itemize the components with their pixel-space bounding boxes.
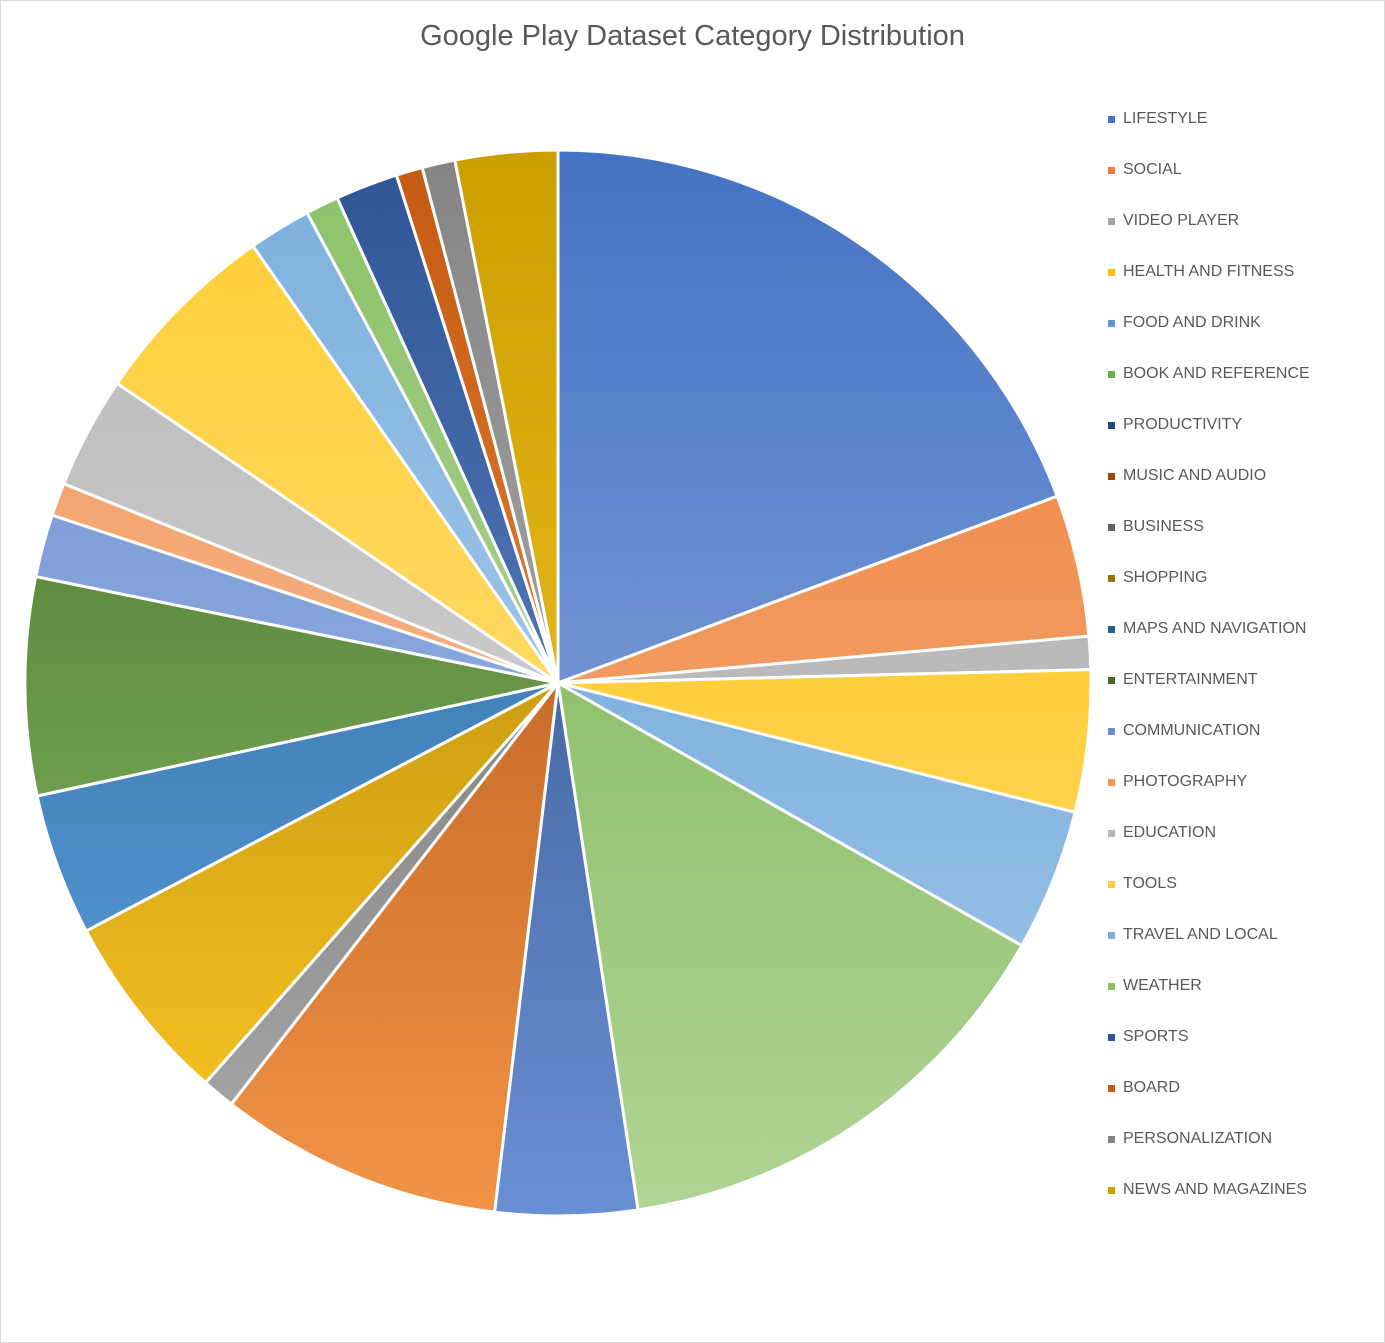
legend-swatch xyxy=(1108,218,1115,225)
legend-label: FOOD AND DRINK xyxy=(1123,314,1261,331)
legend-item: BOOK AND REFERENCE xyxy=(1108,363,1378,414)
legend-label: BUSINESS xyxy=(1123,518,1204,535)
pie-chart xyxy=(23,148,1093,1218)
legend-item: MUSIC AND AUDIO xyxy=(1108,465,1378,516)
legend-label: TOOLS xyxy=(1123,875,1177,892)
pie-slice-shopping xyxy=(84,681,560,1085)
legend-item: ENTERTAINMENT xyxy=(1108,669,1378,720)
legend-label: PERSONALIZATION xyxy=(1123,1130,1273,1147)
legend-swatch xyxy=(1108,524,1115,531)
legend-label: MAPS AND NAVIGATION xyxy=(1123,620,1307,637)
legend-item: VIDEO PLAYER xyxy=(1108,210,1378,261)
legend-item: MAPS AND NAVIGATION xyxy=(1108,618,1378,669)
legend-item: FOOD AND DRINK xyxy=(1108,312,1378,363)
legend-label: BOARD xyxy=(1123,1079,1180,1096)
legend-item: COMMUNICATION xyxy=(1108,720,1378,771)
legend-item: SOCIAL xyxy=(1108,159,1378,210)
legend-swatch xyxy=(1108,167,1115,174)
legend-label: VIDEO PLAYER xyxy=(1123,212,1240,229)
legend-label: BOOK AND REFERENCE xyxy=(1123,365,1310,382)
legend-item: EDUCATION xyxy=(1108,822,1378,873)
pie-slice-tools xyxy=(115,244,560,685)
legend-item: SPORTS xyxy=(1108,1026,1378,1077)
legend-swatch xyxy=(1108,1034,1115,1041)
legend-swatch xyxy=(1108,1136,1115,1143)
legend-label: SOCIAL xyxy=(1123,161,1182,178)
legend-label: COMMUNICATION xyxy=(1123,722,1261,739)
legend-item: WEATHER xyxy=(1108,975,1378,1026)
legend-item: BOARD xyxy=(1108,1077,1378,1128)
legend-label: PRODUCTIVITY xyxy=(1123,416,1243,433)
legend-item: PRODUCTIVITY xyxy=(1108,414,1378,465)
legend-label: PHOTOGRAPHY xyxy=(1123,773,1248,790)
pie-slice-music-and-audio xyxy=(229,681,560,1214)
legend-item: LIFESTYLE xyxy=(1108,108,1378,159)
legend-label: HEALTH AND FITNESS xyxy=(1123,263,1295,280)
legend-item: PHOTOGRAPHY xyxy=(1108,771,1378,822)
legend-swatch xyxy=(1108,575,1115,582)
legend-swatch xyxy=(1108,473,1115,480)
legend-item: TOOLS xyxy=(1108,873,1378,924)
legend-swatch xyxy=(1108,320,1115,327)
legend-item: PERSONALIZATION xyxy=(1108,1128,1378,1179)
pie-slice-entertainment xyxy=(23,575,560,798)
chart-title: Google Play Dataset Category Distributio… xyxy=(420,20,965,52)
legend-swatch xyxy=(1108,1187,1115,1194)
pie-slice-book-and-reference xyxy=(556,681,1024,1212)
legend-swatch xyxy=(1108,830,1115,837)
legend-swatch xyxy=(1108,728,1115,735)
legend-item: TRAVEL AND LOCAL xyxy=(1108,924,1378,975)
legend-swatch xyxy=(1108,881,1115,888)
legend-item: SHOPPING xyxy=(1108,567,1378,618)
legend-label: LIFESTYLE xyxy=(1123,110,1208,127)
legend-item: BUSINESS xyxy=(1108,516,1378,567)
legend-swatch xyxy=(1108,779,1115,786)
legend-swatch xyxy=(1108,269,1115,276)
legend-label: NEWS AND MAGAZINES xyxy=(1123,1181,1308,1198)
pie-slice-lifestyle xyxy=(556,148,1059,685)
legend-swatch xyxy=(1108,1085,1115,1092)
legend-swatch xyxy=(1108,626,1115,633)
legend-swatch xyxy=(1108,932,1115,939)
legend-label: ENTERTAINMENT xyxy=(1123,671,1258,688)
legend-item: NEWS AND MAGAZINES xyxy=(1108,1179,1378,1230)
legend-label: EDUCATION xyxy=(1123,824,1217,841)
legend-swatch xyxy=(1108,677,1115,684)
legend-swatch xyxy=(1108,116,1115,123)
legend-label: SHOPPING xyxy=(1123,569,1208,586)
legend-label: TRAVEL AND LOCAL xyxy=(1123,926,1278,943)
legend-item: HEALTH AND FITNESS xyxy=(1108,261,1378,312)
legend-swatch xyxy=(1108,983,1115,990)
legend-swatch xyxy=(1108,371,1115,378)
legend-label: MUSIC AND AUDIO xyxy=(1123,467,1267,484)
legend-swatch xyxy=(1108,422,1115,429)
legend-label: WEATHER xyxy=(1123,977,1202,994)
chart-legend: LIFESTYLE SOCIAL VIDEO PLAYER HEALTH AND FI… xyxy=(1108,108,1378,1230)
pie-slice-news-and-magazines xyxy=(453,148,560,685)
legend-label: SPORTS xyxy=(1123,1028,1189,1045)
